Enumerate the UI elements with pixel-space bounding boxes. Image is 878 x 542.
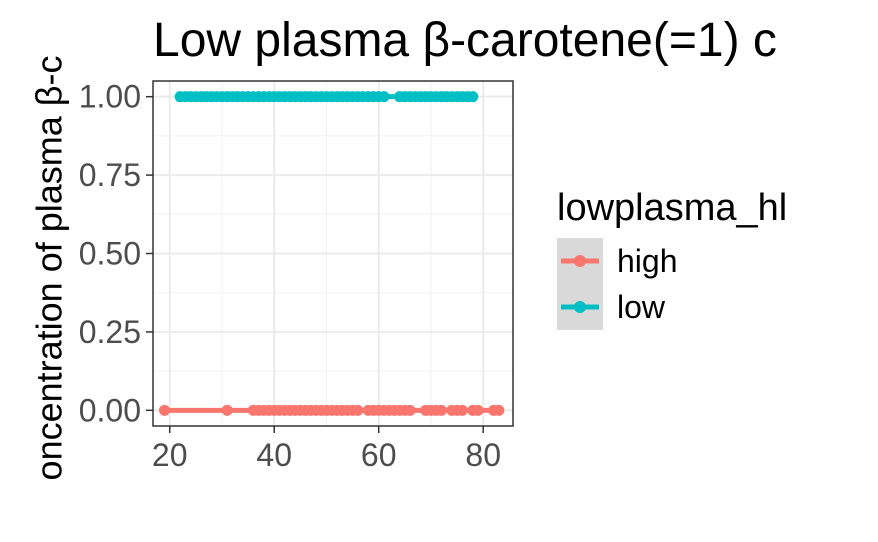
y-tick-label: 0.00 (79, 392, 141, 428)
data-point-high (221, 404, 233, 416)
axes: 20 40 60 80 0.00 0.25 0.50 0.75 1.00 (79, 79, 501, 473)
data-point-low (378, 91, 390, 103)
data-point-high (456, 404, 468, 416)
series (158, 91, 505, 416)
y-tick-label: 1.00 (79, 79, 141, 115)
grid (153, 81, 513, 426)
legend-label-high: high (617, 243, 678, 279)
data-point-high (404, 404, 416, 416)
x-tick-label: 80 (465, 437, 501, 473)
data-point-high (493, 404, 505, 416)
legend: lowplasma_hl high low (557, 187, 787, 330)
chart-title: Low plasma β-carotene(=1) c (153, 14, 777, 67)
y-tick-label: 0.75 (79, 157, 141, 193)
y-axis-label: oncentration of plasma β-c (29, 56, 70, 481)
data-point-low (467, 91, 479, 103)
data-point-high (472, 404, 484, 416)
data-point-high (435, 404, 447, 416)
data-point-high (352, 404, 364, 416)
y-tick-label: 0.25 (79, 314, 141, 350)
legend-key-point (574, 255, 586, 267)
data-point-high (158, 404, 170, 416)
legend-title: lowplasma_hl (557, 187, 787, 229)
legend-label-low: low (617, 289, 666, 325)
legend-key-point (574, 301, 586, 313)
y-tick-label: 0.50 (79, 236, 141, 272)
x-tick-label: 20 (152, 437, 188, 473)
x-tick-label: 40 (256, 437, 292, 473)
x-tick-label: 60 (361, 437, 397, 473)
